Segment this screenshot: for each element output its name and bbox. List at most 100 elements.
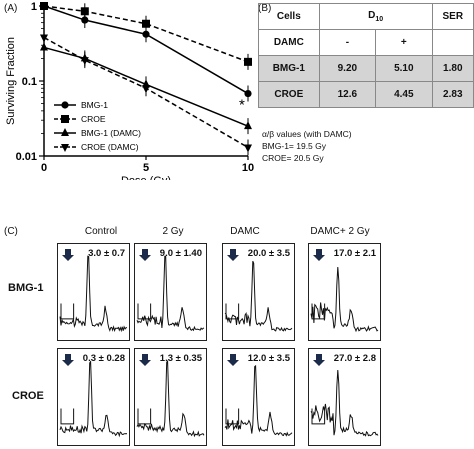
cell-cycle-histogram: 12.0 ± 3.5: [222, 348, 295, 446]
sub-g1-value: 27.0 ± 2.8: [333, 353, 376, 364]
down-arrow-icon: [139, 249, 151, 261]
column-title-control: Control: [84, 226, 118, 237]
legend-entry: BMG-1 (DAMC): [81, 128, 141, 138]
row-title-bmg1: BMG-1: [8, 282, 44, 294]
alpha-beta-note: α/β values (with DAMC) BMG-1= 19.5 Gy CR…: [262, 128, 352, 164]
histogram-trace: [136, 360, 205, 438]
cell-cycle-histogram: 1.3 ± 0.35: [134, 348, 207, 446]
data-point: [80, 57, 89, 66]
note-line: CROE= 20.5 Gy: [262, 153, 324, 163]
y-tick-label: 1: [31, 1, 37, 13]
series-line-0: [43, 5, 249, 95]
sub-g1-gate: [137, 408, 152, 425]
series-line-2: [43, 46, 249, 127]
legend-entry: BMG-1: [81, 100, 108, 110]
cell-cycle-histogram: 20.0 ± 3.5: [222, 243, 295, 341]
row-plus: 5.10: [375, 55, 433, 82]
note-title: α/β values (with DAMC): [262, 129, 352, 139]
legend-entry: CROE: [81, 114, 106, 124]
header-ser: SER: [431, 3, 474, 30]
row-plus: 4.45: [375, 81, 433, 108]
y-tick-label: 0.01: [16, 151, 37, 163]
data-point: [142, 19, 150, 28]
data-point: [244, 89, 252, 98]
histogram-trace: [224, 364, 293, 437]
sub-g1-value: 17.0 ± 2.1: [333, 248, 376, 259]
y-tick-label: 0.1: [22, 76, 37, 88]
sub-g1-gate: [60, 303, 75, 320]
sub-g1-gate: [311, 303, 326, 320]
survival-chart: 0.010.110510Dose (Gy)Surviving Fraction*…: [5, 1, 254, 180]
cell-cycle-histogram: 9.0 ± 1.40: [134, 243, 207, 341]
sub-g1-gate: [60, 408, 75, 425]
data-point: [244, 121, 252, 130]
histogram-trace: [59, 255, 128, 333]
row-minus: 9.20: [318, 55, 377, 82]
header-d10: D10: [318, 3, 433, 30]
sub-g1-gate: [225, 408, 240, 425]
down-arrow-icon: [313, 249, 325, 261]
histogram-trace: [136, 255, 205, 332]
legend-marker: [61, 115, 69, 123]
column-title-2gy: 2 Gy: [162, 226, 184, 237]
sub-g1-gate: [225, 303, 240, 320]
legend-marker: [61, 101, 69, 109]
down-arrow-icon: [227, 354, 239, 366]
series-line-1: [43, 5, 249, 63]
sub-g1-value: 1.3 ± 0.35: [159, 353, 202, 364]
histogram-trace: [310, 266, 379, 333]
data-point: [40, 2, 48, 10]
sub-g1-value: 12.0 ± 3.5: [247, 353, 290, 364]
row-ser: 2.83: [431, 81, 474, 108]
row-cell: BMG-1: [258, 55, 320, 82]
panel-a-label: (A): [4, 3, 18, 14]
table-row: BMG-1 9.20 5.10 1.80: [258, 55, 474, 82]
column-title-damc: DAMC: [230, 226, 260, 237]
sub-g1-value: 0.3 ± 0.28: [82, 353, 125, 364]
series-line-3: [43, 36, 249, 149]
sub-g1-gate: [311, 408, 326, 425]
cell-cycle-histogram: 27.0 ± 2.8: [308, 348, 381, 446]
row-cell: CROE: [258, 81, 320, 108]
table-row: CROE 12.6 4.45 2.83: [258, 81, 474, 108]
data-point: [80, 7, 89, 16]
data-point: [142, 30, 150, 38]
histogram-trace: [224, 260, 293, 332]
legend-marker: [61, 128, 69, 136]
cell-cycle-histogram: 17.0 ± 2.1: [308, 243, 381, 341]
sub-g1-value: 20.0 ± 3.5: [247, 248, 290, 259]
sub-g1-value: 3.0 ± 0.7: [88, 248, 125, 259]
data-point: [244, 57, 252, 66]
data-point: [142, 85, 150, 94]
down-arrow-icon: [313, 354, 325, 366]
down-arrow-icon: [139, 354, 151, 366]
data-point: [40, 42, 48, 51]
damc-label: DAMC: [258, 29, 320, 56]
damc-blank: [431, 29, 474, 56]
data-point: [40, 34, 48, 43]
damc-plus: +: [375, 29, 433, 56]
down-arrow-icon: [227, 249, 239, 261]
row-title-croe: CROE: [12, 390, 44, 402]
down-arrow-icon: [62, 249, 74, 261]
data-point: [244, 144, 252, 153]
note-line: BMG-1= 19.5 Gy: [262, 141, 327, 151]
row-ser: 1.80: [431, 55, 474, 82]
x-tick-label: 5: [143, 162, 149, 174]
legend-entry: CROE (DAMC): [81, 142, 139, 152]
cell-cycle-histogram: 3.0 ± 0.7: [57, 243, 130, 341]
column-title-damc-2gy: DAMC+ 2 Gy: [310, 226, 370, 237]
histogram-trace: [310, 369, 379, 437]
legend-marker: [61, 144, 69, 152]
header-cells: Cells: [258, 3, 320, 30]
data-point: [81, 16, 89, 24]
histogram-trace: [59, 360, 128, 438]
panel-c-label: (C): [4, 226, 18, 237]
sub-g1-gate: [137, 303, 152, 320]
x-tick-label: 0: [41, 162, 47, 174]
x-axis-label: Dose (Gy): [121, 175, 171, 180]
d10-table: Cells D10 SER DAMC - + BMG-1 9.20 5.10 1…: [258, 3, 474, 108]
significance-asterisk: *: [239, 96, 245, 113]
sub-g1-value: 9.0 ± 1.40: [159, 248, 202, 259]
damc-minus: -: [318, 29, 377, 56]
